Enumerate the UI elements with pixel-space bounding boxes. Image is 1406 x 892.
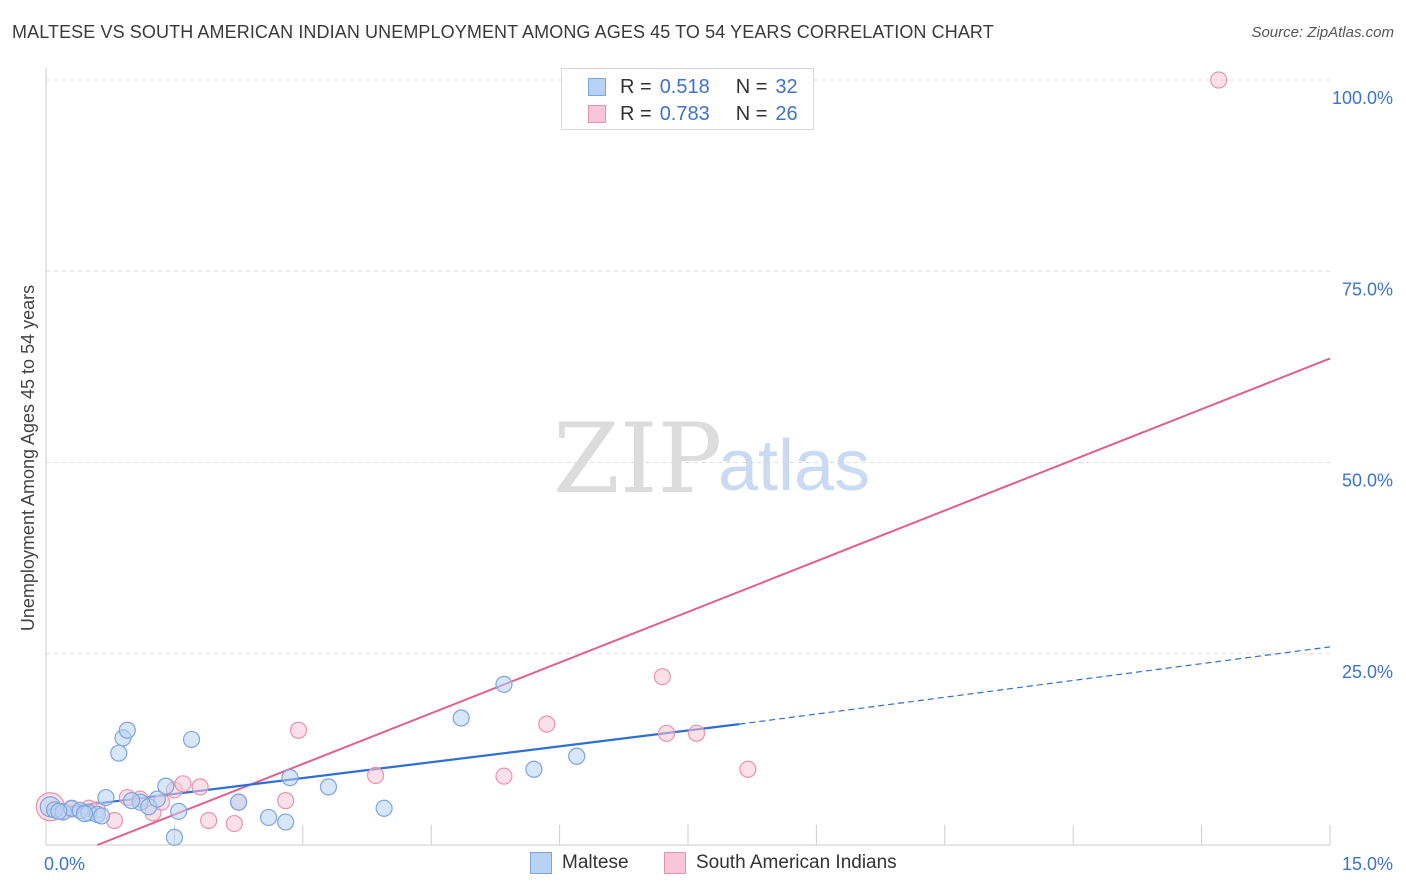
maltese-point xyxy=(452,709,470,727)
maltese-point xyxy=(259,808,278,827)
maltese-trendline-extension xyxy=(739,646,1331,725)
maltese-point xyxy=(93,807,111,825)
maltese-point xyxy=(281,769,299,787)
sai-point xyxy=(289,721,308,739)
sai-point xyxy=(687,724,706,742)
sai-point xyxy=(657,724,676,742)
watermark-atlas: atlas xyxy=(718,426,870,506)
stats-legend-row-sai: R = 0.783 N = 26 xyxy=(588,102,798,126)
x-tick-label: 0.0% xyxy=(44,854,85,874)
chart-title: MALTESE VS SOUTH AMERICAN INDIAN UNEMPLO… xyxy=(12,22,994,42)
axes xyxy=(45,68,1331,846)
y-tick-label: 100.0% xyxy=(1332,88,1393,108)
sai-point xyxy=(538,715,556,733)
y-axis-label: Unemployment Among Ages 45 to 54 years xyxy=(18,285,38,631)
sai-point xyxy=(495,767,513,785)
sai-point xyxy=(653,668,671,686)
tick-labels: 25.0% 50.0% 75.0% 100.0% 0.0% 15.0% xyxy=(44,88,1393,874)
maltese-point xyxy=(75,805,94,823)
maltese-swatch xyxy=(588,78,606,96)
maltese-point xyxy=(148,790,166,808)
series-legend: Maltese South American Indians xyxy=(0,852,1406,878)
sai-point xyxy=(277,792,295,810)
maltese-legend-swatch xyxy=(530,852,552,874)
sai-point xyxy=(174,775,192,793)
sai-point xyxy=(366,766,385,784)
sai-trendline xyxy=(96,357,1331,846)
data-points xyxy=(35,71,1228,846)
maltese-point xyxy=(525,760,543,778)
maltese-point xyxy=(319,778,338,796)
r-label: R = xyxy=(620,102,652,125)
maltese-point xyxy=(97,788,115,807)
maltese-point xyxy=(157,777,175,795)
sai-point xyxy=(225,814,243,833)
n-label: N = xyxy=(735,75,768,98)
sai-point xyxy=(739,760,757,778)
maltese-point xyxy=(182,730,201,749)
legend-item-maltese: Maltese xyxy=(530,852,629,874)
n-value: 26 xyxy=(775,102,798,125)
maltese-point xyxy=(230,793,248,811)
maltese-point xyxy=(568,747,586,765)
sai-swatch xyxy=(588,105,606,123)
sai-point xyxy=(200,811,218,830)
legend-label-maltese: Maltese xyxy=(562,852,629,873)
sai-point xyxy=(1210,71,1228,89)
maltese-point xyxy=(110,744,128,762)
maltese-point xyxy=(277,813,295,831)
y-tick-label: 75.0% xyxy=(1342,279,1393,299)
sai-point xyxy=(191,778,209,796)
legend-item-sai: South American Indians xyxy=(664,852,897,874)
maltese-point xyxy=(170,802,188,820)
watermark-zip: ZIP xyxy=(553,403,722,515)
n-label: N = xyxy=(735,102,768,125)
maltese-point xyxy=(50,802,68,820)
stats-legend-row-maltese: R = 0.518 N = 32 xyxy=(588,75,798,99)
legend-label-sai: South American Indians xyxy=(696,852,897,873)
r-value: 0.783 xyxy=(659,102,710,125)
source-label: Source: ZipAtlas.com xyxy=(1251,24,1394,41)
y-tick-label: 25.0% xyxy=(1342,662,1393,682)
sai-legend-swatch xyxy=(664,852,686,874)
grid xyxy=(46,79,1330,655)
r-value: 0.518 xyxy=(659,75,710,98)
y-tick-label: 50.0% xyxy=(1342,471,1393,491)
maltese-point xyxy=(165,828,183,846)
maltese-point xyxy=(118,721,136,739)
x-tick-label: 15.0% xyxy=(1342,854,1393,874)
stats-legend: R = 0.518 N = 32 R = 0.783 N = 26 xyxy=(561,68,814,130)
r-label: R = xyxy=(620,75,652,98)
maltese-point xyxy=(123,792,141,810)
n-value: 32 xyxy=(775,75,798,98)
maltese-point xyxy=(495,675,513,693)
maltese-point xyxy=(375,799,393,817)
